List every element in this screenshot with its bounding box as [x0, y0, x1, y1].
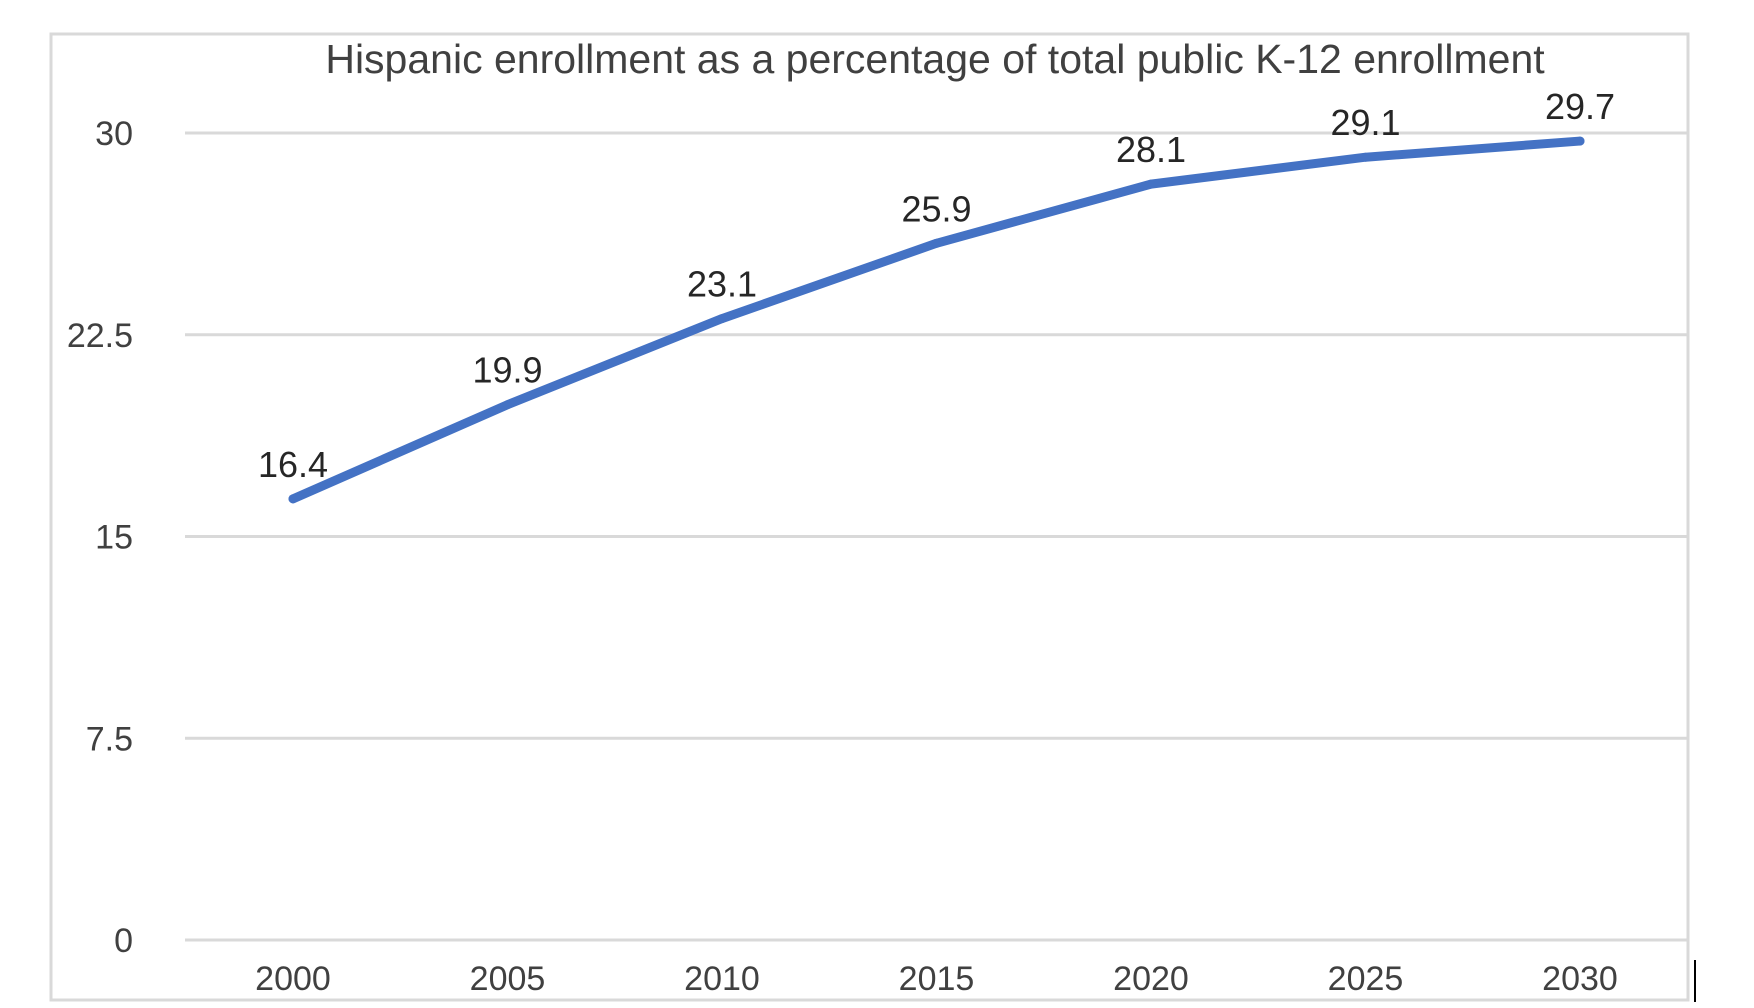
y-tick-label: 0 — [114, 922, 133, 960]
data-label: 19.9 — [472, 350, 542, 391]
y-tick-label: 30 — [95, 115, 133, 153]
data-point — [1361, 152, 1370, 162]
x-tick-label: 2015 — [899, 960, 975, 998]
data-point — [717, 314, 727, 324]
x-tick-label: 2005 — [470, 960, 546, 998]
data-point — [503, 400, 512, 410]
data-labels: 16.4 19.9 23.1 25.9 28.1 29.1 29.7 — [258, 86, 1615, 485]
x-tick-label: 2025 — [1328, 960, 1404, 998]
data-label: 29.7 — [1545, 86, 1615, 127]
data-point — [288, 494, 298, 504]
y-tick-label: 22.5 — [67, 317, 133, 355]
x-tick-label: 2000 — [255, 960, 331, 998]
series-layer — [288, 136, 1585, 504]
y-tick-label: 15 — [95, 519, 133, 557]
y-axis-ticks: 0 7.5 15 22.5 30 — [67, 115, 133, 960]
data-label: 16.4 — [258, 444, 328, 485]
chart-border — [49, 32, 1690, 1002]
data-label: 28.1 — [1116, 129, 1186, 170]
data-point — [932, 238, 941, 248]
x-tick-label: 2010 — [684, 960, 760, 998]
x-tick-label: 2030 — [1542, 960, 1618, 998]
x-axis-ticks: 2000 2005 2010 2015 2020 2025 2030 — [255, 960, 1618, 998]
data-point — [1575, 136, 1585, 146]
data-label: 25.9 — [901, 188, 971, 229]
data-point — [1146, 179, 1156, 189]
data-label: 29.1 — [1330, 102, 1400, 143]
x-tick-label: 2020 — [1113, 960, 1189, 998]
chart-title: Hispanic enrollment as a percentage of t… — [325, 36, 1545, 82]
y-tick-label: 7.5 — [86, 720, 133, 758]
data-label: 23.1 — [687, 264, 757, 305]
gridlines — [185, 131, 1688, 942]
